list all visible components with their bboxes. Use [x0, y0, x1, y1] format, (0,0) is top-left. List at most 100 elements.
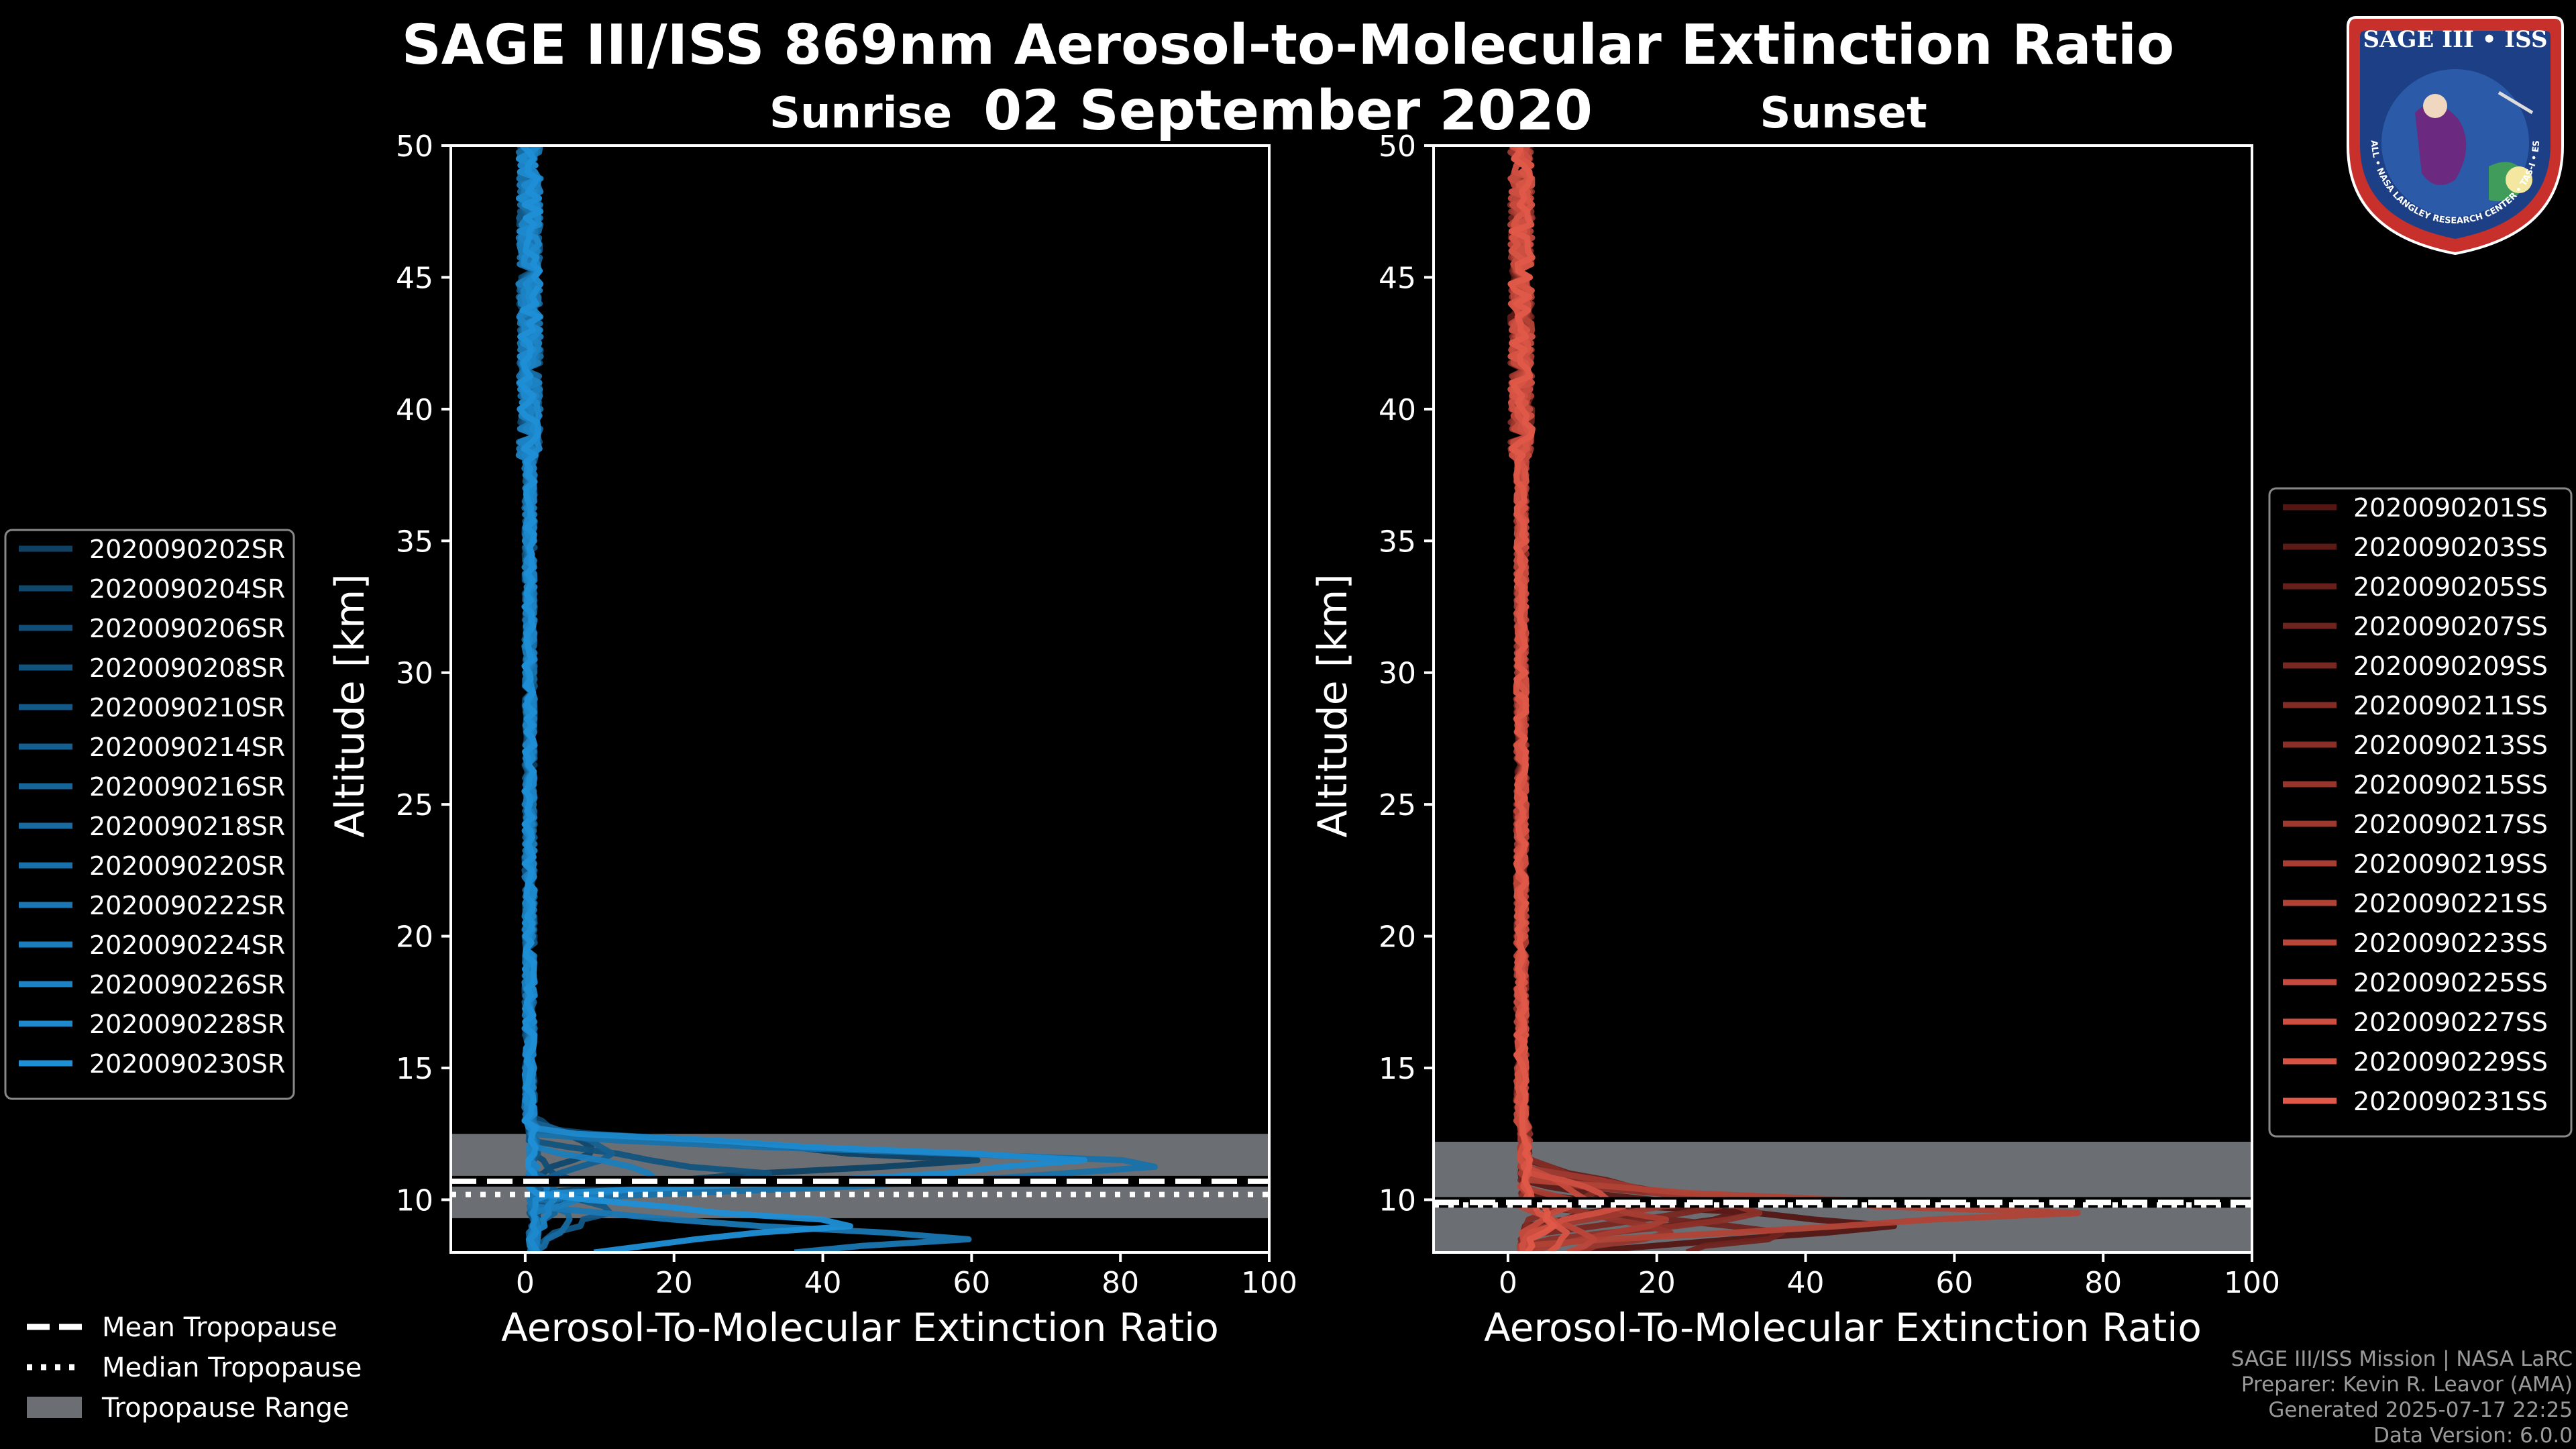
sunset-legend-entry: 2020090231SS	[2353, 1087, 2548, 1116]
sunrise-y-axis-label: Altitude [km]	[327, 574, 374, 838]
sunrise-ytick-label: 15	[396, 1052, 433, 1086]
logo-title: SAGE III • ISS	[2363, 26, 2547, 53]
sunset-xtick-label: 60	[1935, 1266, 1973, 1300]
sunrise-legend: 2020090202SR 2020090204SR 2020090206SR 2020…	[4, 529, 295, 1100]
sunrise-xtick-label: 20	[655, 1266, 693, 1300]
sunset-series-2020090215SS	[1508, 146, 1674, 1252]
figure-title: SAGE III/ISS 869nm Aerosol-to-Molecular …	[401, 13, 2175, 77]
sunset-series-2020090229SS	[1507, 146, 1570, 1252]
sunset-series-2020090205SS	[1508, 146, 1682, 1252]
sunrise-subtitle: Sunrise	[769, 89, 953, 138]
credit-generated: Generated 2025-07-17 22:25	[2268, 1398, 2573, 1422]
sunset-legend-entry: 2020090225SS	[2353, 968, 2548, 998]
sunrise-legend-entry: 2020090222SR	[89, 891, 285, 920]
credit-preparer: Preparer: Kevin R. Leavor (AMA)	[2241, 1373, 2573, 1397]
sunrise-ytick-label: 45	[396, 261, 433, 295]
sunset-legend-entry: 2020090211SS	[2353, 691, 2548, 720]
sunset-ytick-label: 40	[1379, 393, 1416, 427]
sunrise-series-2020090230SR	[517, 146, 853, 1252]
sunset-legend-entry: 2020090215SS	[2353, 770, 2548, 800]
sunrise-xtick-label: 80	[1102, 1266, 1139, 1300]
sunrise-ytick-label: 10	[396, 1183, 433, 1218]
sunrise-ytick-label: 40	[396, 393, 433, 427]
sunrise-legend-entry: 2020090226SR	[89, 970, 285, 1000]
sunset-legend-entry: 2020090201SS	[2353, 493, 2548, 523]
sunset-legend-entry: 2020090217SS	[2353, 810, 2548, 839]
sunset-legend-entry: 2020090219SS	[2353, 849, 2548, 879]
sunrise-xtick-label: 0	[516, 1266, 535, 1300]
sunset-ytick-label: 15	[1379, 1052, 1416, 1086]
sunset-ytick-label: 50	[1379, 129, 1416, 164]
sunset-legend-entry: 2020090207SS	[2353, 612, 2548, 641]
sunset-legend-box	[2268, 487, 2573, 1138]
sunrise-legend-entry: 2020090216SR	[89, 772, 285, 802]
sunrise-legend-entry: 2020090218SR	[89, 812, 285, 841]
sunrise-series-2020090222SR	[516, 146, 972, 1252]
sunset-series-2020090203SS	[1507, 146, 1739, 1252]
sunrise-plot-area: 0 20 40 60 80 100 10 15 20 25 30 35 40 45 50 Aerosol-To…	[327, 129, 1297, 1350]
sunrise-ytick-label: 35	[396, 525, 433, 559]
sunrise-data-layer	[451, 146, 1269, 1252]
sunrise-legend-entry: 2020090214SR	[89, 733, 285, 762]
sunset-legend-entry: 2020090227SS	[2353, 1008, 2548, 1037]
sunrise-ytick-label: 25	[396, 788, 433, 822]
sunrise-legend-entry: 2020090210SR	[89, 693, 285, 722]
tropopause-legend-entry: Mean Tropopause	[102, 1312, 337, 1343]
sunset-series-2020090217SS	[1507, 146, 1752, 1252]
sunset-series-2020090207SS	[1508, 146, 1786, 1252]
sunset-subtitle: Sunset	[1760, 89, 1927, 138]
sunset-y-axis-label: Altitude [km]	[1309, 574, 1356, 838]
sunrise-xtick-label: 100	[1241, 1266, 1297, 1300]
sunset-axes-frame	[1432, 144, 2253, 1254]
sage-iii-iss-logo: SAGE III • ISS BALL • NASA LANGLEY RESEA…	[2341, 12, 2564, 256]
sunrise-xtick-label: 40	[804, 1266, 842, 1300]
sunset-series-2020090219SS	[1508, 146, 1670, 1252]
sunrise-xtick-label: 60	[953, 1266, 990, 1300]
sunrise-ytick-label: 20	[396, 920, 433, 955]
sunset-legend-entry: 2020090229SS	[2353, 1047, 2548, 1077]
sunset-plot-area: 0 20 40 60 80 100 10 15 20 25 30 35 40 45 50 Aerosol-To…	[1309, 129, 2280, 1350]
sunrise-legend-entry: 2020090202SR	[89, 535, 285, 564]
sunset-xtick-label: 0	[1499, 1266, 1517, 1300]
sunrise-x-axis-label: Aerosol-To-Molecular Extinction Ratio	[501, 1305, 1219, 1350]
sunrise-axes-frame	[449, 144, 1271, 1254]
sunrise-series-2020090208SR	[516, 146, 773, 1252]
tropopause-legend-entry: Median Tropopause	[102, 1352, 362, 1383]
sunrise-series-2020090202SR	[517, 146, 981, 1252]
sunset-ytick-label: 20	[1379, 920, 1416, 955]
sunset-xtick-label: 20	[1638, 1266, 1676, 1300]
sunset-series-2020090213SS	[1507, 146, 1763, 1252]
sunset-legend-entry: 2020090213SS	[2353, 731, 2548, 760]
sunset-legend-entry: 2020090205SS	[2353, 572, 2548, 602]
sunset-series-2020090221SS	[1507, 146, 2081, 1252]
sunrise-legend-entry: 2020090208SR	[89, 653, 285, 683]
sunset-legend: 2020090201SS 2020090203SS 2020090205SS 2020…	[2268, 487, 2573, 1138]
sunrise-ytick-label: 30	[396, 657, 433, 691]
sunset-xtick-label: 100	[2224, 1266, 2280, 1300]
credit-mission: SAGE III/ISS Mission | NASA LaRC	[2231, 1347, 2573, 1371]
sunrise-ytick-label: 50	[396, 129, 433, 164]
sunset-ytick-label: 35	[1379, 525, 1416, 559]
sunset-legend-entry: 2020090223SS	[2353, 928, 2548, 958]
sunset-legend-entry: 2020090221SS	[2353, 889, 2548, 918]
sunrise-legend-entry: 2020090228SR	[89, 1010, 285, 1039]
sunrise-legend-entry: 2020090224SR	[89, 930, 285, 960]
sunset-ytick-label: 45	[1379, 261, 1416, 295]
sunset-series-2020090201SS	[1508, 146, 1897, 1252]
sunset-xtick-label: 80	[2084, 1266, 2122, 1300]
sunrise-legend-entry: 2020090220SR	[89, 851, 285, 881]
sunrise-series-2020090228SR	[515, 146, 1087, 1252]
tropopause-legend: Mean Tropopause Median Tropopause Tropopau…	[27, 1312, 362, 1424]
sunset-legend-entry: 2020090203SS	[2353, 533, 2548, 562]
sunrise-legend-entry: 2020090206SR	[89, 614, 285, 643]
figure-date: 02 September 2020	[983, 79, 1593, 143]
sunrise-legend-entry: 2020090230SR	[89, 1049, 285, 1079]
sunset-series-2020090209SS	[1507, 146, 1723, 1252]
sunset-legend-entry: 2020090209SS	[2353, 651, 2548, 681]
sunset-series-2020090231SS	[1507, 146, 1558, 1252]
sunset-ytick-label: 25	[1379, 788, 1416, 822]
sunrise-series-2020090220SR	[515, 146, 1158, 1252]
sunset-x-axis-label: Aerosol-To-Molecular Extinction Ratio	[1484, 1305, 2202, 1350]
sunrise-legend-entry: 2020090204SR	[89, 574, 285, 604]
